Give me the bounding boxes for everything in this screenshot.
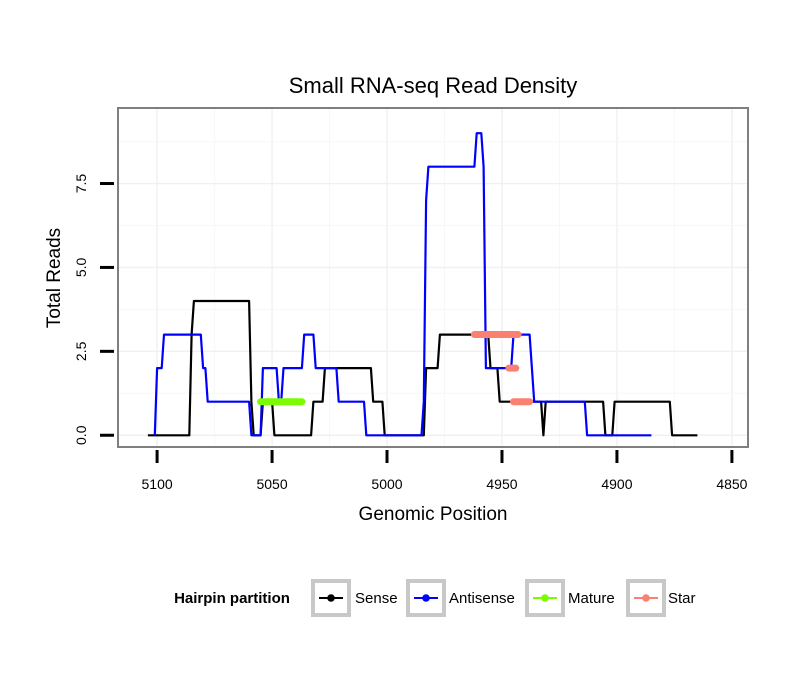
series-antisense-line — [153, 132, 652, 437]
legend-swatch-dot-sense — [327, 594, 335, 602]
y-tick-label: 0.0 — [73, 425, 89, 445]
x-axis-label: Genomic Position — [359, 504, 508, 525]
legend-swatch-dot-antisense — [422, 594, 430, 602]
x-tick-label: 4950 — [486, 476, 517, 492]
legend-label-antisense: Antisense — [449, 590, 515, 607]
y-tick-label: 2.5 — [73, 341, 89, 361]
chart-title: Small RNA-seq Read Density — [289, 73, 578, 98]
x-tick-label: 5050 — [256, 476, 287, 492]
legend-swatch-dot-mature — [541, 594, 549, 602]
legend-swatch-dot-star — [642, 594, 650, 602]
x-tick-label: 5000 — [371, 476, 402, 492]
plot-panel-border — [117, 107, 749, 448]
series-layer — [147, 132, 698, 437]
legend-label-mature: Mature — [568, 590, 615, 607]
grid — [118, 108, 748, 447]
y-tick-label: 7.5 — [73, 174, 89, 194]
y-tick-label: 5.0 — [73, 257, 89, 277]
legend-label-star: Star — [668, 590, 696, 607]
legend: Hairpin partition Sense Antisense Mature St… — [174, 579, 696, 617]
axes: 5100 5050 5000 4950 4900 4850 0.0 2.5 5.0 7.5 — [73, 174, 748, 492]
y-axis-label: Total Reads — [44, 228, 65, 328]
legend-label-sense: Sense — [355, 590, 398, 607]
legend-title: Hairpin partition — [174, 590, 290, 607]
x-tick-label: 5100 — [142, 476, 173, 492]
x-tick-label: 4850 — [716, 476, 747, 492]
x-tick-label: 4900 — [601, 476, 632, 492]
